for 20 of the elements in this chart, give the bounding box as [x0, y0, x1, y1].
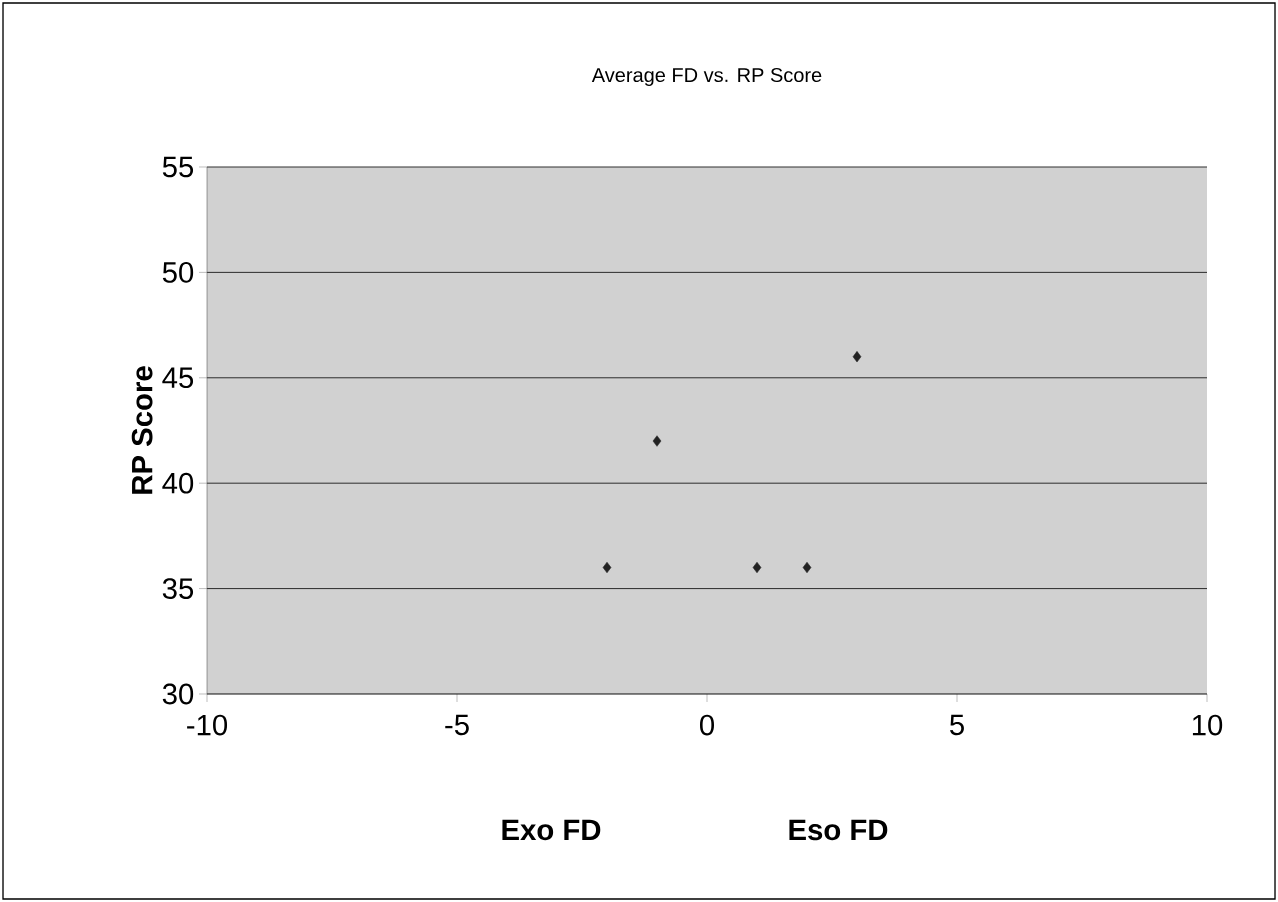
- y-tick-label: 40: [162, 472, 194, 494]
- x-tick-label: 5: [950, 714, 964, 736]
- y-tick-label: 35: [162, 578, 194, 599]
- y-axis-title: RP Score: [131, 366, 153, 494]
- x-axis-title: Exo FD: [502, 819, 601, 841]
- x-tick-label: 10: [1192, 714, 1223, 736]
- x-tick-label: -5: [445, 714, 469, 736]
- point: [652, 435, 662, 447]
- point: [602, 561, 612, 574]
- point: [852, 351, 862, 363]
- x-tick-label: -10: [187, 714, 228, 736]
- chart-title: Average FD vs. RP Score: [591, 67, 822, 87]
- text: Eso FD: [789, 819, 888, 841]
- y-tick-label: 45: [162, 367, 194, 389]
- x-tick-label: 0: [700, 714, 715, 736]
- y-tick-label: 50: [162, 261, 194, 283]
- y-tick-label: 55: [162, 156, 194, 178]
- y-tick-label: 30: [162, 683, 194, 705]
- point: [752, 561, 762, 574]
- point: [802, 561, 812, 574]
